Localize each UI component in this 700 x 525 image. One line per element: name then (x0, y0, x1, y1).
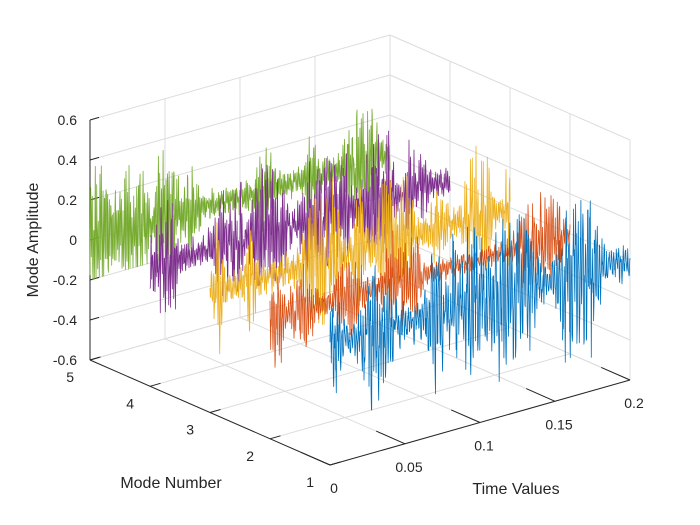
y-tick-label: 4 (126, 395, 134, 411)
z-tick-label: 0.6 (58, 112, 78, 128)
z-axis-label: Mode Amplitude (25, 183, 42, 298)
y-tick-label: 1 (306, 474, 314, 490)
y-tick-label: 5 (66, 369, 74, 385)
grid-line (89, 34, 391, 121)
y-axis-label: Mode Number (120, 475, 222, 492)
series-mode-3-line (209, 145, 511, 355)
z-tick-label: 0.2 (58, 192, 78, 208)
grid-line (149, 300, 451, 387)
x-tick-label: 0.2 (624, 395, 644, 411)
y-tick-label: 2 (246, 448, 254, 464)
x-tick-mark (375, 430, 406, 445)
grid-line (389, 154, 631, 261)
x-tick-label: 0 (330, 480, 338, 496)
grid-line (89, 74, 391, 161)
grid-line (209, 327, 511, 413)
y-tick-mark (269, 435, 281, 440)
z-tick-label: 0.4 (58, 152, 78, 168)
y-tick-mark (329, 461, 341, 466)
z-tick-mark (89, 356, 100, 361)
z-tick-label: -0.2 (53, 272, 77, 288)
z-tick-mark (89, 116, 100, 121)
grid-line (389, 34, 631, 141)
x-tick-mark (300, 451, 331, 466)
tick-labels: 0 0.05 0.1 0.15 0.2 1 2 3 4 5-0.6 -0.4 -0.2 0 0.2 0.4 0… (53, 112, 644, 496)
z-tick-mark (89, 316, 100, 321)
z-tick-label: -0.4 (53, 312, 77, 328)
z-tick-label: -0.6 (53, 352, 77, 368)
series-mode-4-line (149, 130, 451, 314)
grid-line (269, 353, 571, 440)
z-tick-mark (89, 156, 100, 161)
y-tick-mark (209, 409, 221, 413)
x-tick-mark (600, 366, 631, 381)
y-tick-mark (149, 382, 161, 387)
z-tick-label: 0 (69, 232, 77, 248)
y-tick-label: 3 (186, 422, 194, 438)
z-tick-mark (89, 196, 100, 201)
x-tick-mark (450, 409, 481, 423)
x-tick-label: 0.15 (545, 416, 572, 432)
x-tick-label: 0.1 (474, 438, 494, 454)
x-tick-label: 0.05 (395, 459, 422, 475)
x-tick-mark (525, 388, 556, 402)
x-axis-label: Time Values (472, 481, 559, 498)
traces-layer (89, 108, 631, 411)
series-mode-1-line (329, 199, 631, 411)
grid-line (389, 74, 631, 181)
series-mode-2-line (269, 192, 571, 368)
